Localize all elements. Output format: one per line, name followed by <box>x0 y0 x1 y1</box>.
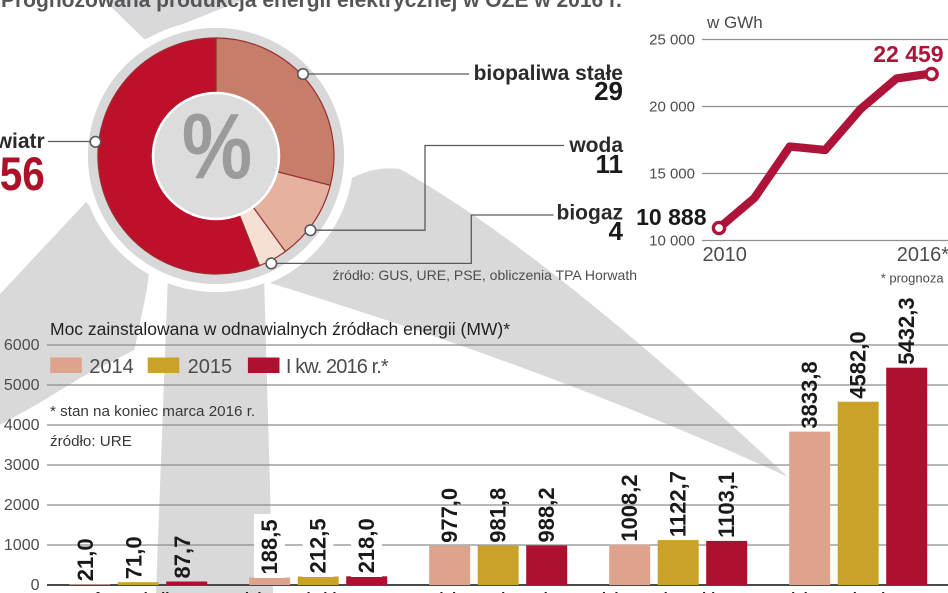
svg-text:biopaliwa stałe: biopaliwa stałe <box>474 62 623 85</box>
svg-text:15 000: 15 000 <box>649 166 695 183</box>
svg-text:I kw. 2016 r.*: I kw. 2016 r.* <box>286 356 389 378</box>
svg-text:25 000: 25 000 <box>649 32 695 49</box>
svg-text:1103,1: 1103,1 <box>714 472 739 538</box>
svg-text:5432,3: 5432,3 <box>894 297 919 364</box>
svg-text:woda: woda <box>568 134 623 157</box>
svg-text:* stan na koniec marca 2016 r.: * stan na koniec marca 2016 r. <box>50 403 255 420</box>
svg-text:11: 11 <box>596 149 624 179</box>
svg-text:4582,0: 4582,0 <box>846 331 871 398</box>
svg-text:w GWh: w GWh <box>706 13 763 32</box>
svg-text:21,0: 21,0 <box>73 538 98 581</box>
svg-text:biogaz: biogaz <box>557 202 624 225</box>
svg-text:5000: 5000 <box>4 377 40 394</box>
svg-text:elektrownie wodne: elektrownie wodne <box>431 590 565 593</box>
svg-text:Moc zainstalowana w odnawialny: Moc zainstalowana w odnawialnych źródłac… <box>50 319 510 339</box>
svg-text:elektrownie na biomasę: elektrownie na biomasę <box>594 590 763 593</box>
svg-text:87,7: 87,7 <box>170 536 195 579</box>
svg-text:1008,2: 1008,2 <box>617 474 642 541</box>
svg-text:Prognozowana produkcja energii: Prognozowana produkcja energii elektrycz… <box>1 0 622 12</box>
svg-text:22 459: 22 459 <box>873 41 943 67</box>
svg-text:977,0: 977,0 <box>437 488 462 543</box>
svg-text:3000: 3000 <box>4 457 40 474</box>
svg-text:4: 4 <box>609 216 624 246</box>
svg-text:2014: 2014 <box>89 356 134 378</box>
svg-text:fotowoltaika: fotowoltaika <box>94 590 182 593</box>
svg-text:2010: 2010 <box>702 244 747 266</box>
svg-text:71,0: 71,0 <box>122 536 147 579</box>
svg-text:10 000: 10 000 <box>649 233 695 250</box>
svg-text:212,5: 212,5 <box>306 518 331 573</box>
svg-text:20 000: 20 000 <box>649 99 695 116</box>
svg-text:2015: 2015 <box>188 356 233 378</box>
svg-text:elektrownie wiatrowe: elektrownie wiatrowe <box>783 590 934 593</box>
svg-text:29: 29 <box>594 76 623 106</box>
svg-text:1000: 1000 <box>4 537 40 554</box>
svg-text:%: % <box>182 96 252 199</box>
svg-text:56: 56 <box>0 148 45 201</box>
svg-text:988,2: 988,2 <box>534 487 559 542</box>
svg-text:elektrownie biogazowe: elektrownie biogazowe <box>237 590 400 593</box>
svg-text:1122,7: 1122,7 <box>666 471 691 537</box>
svg-text:* prognoza: * prognoza <box>881 271 945 286</box>
svg-text:źródło: URE: źródło: URE <box>50 433 132 450</box>
svg-text:2016*: 2016* <box>897 244 948 266</box>
svg-text:źródło: GUS, URE, PSE, oblicze: źródło: GUS, URE, PSE, obliczenia TPA Ho… <box>333 267 638 283</box>
svg-text:0: 0 <box>31 577 40 593</box>
svg-text:2000: 2000 <box>4 497 40 514</box>
svg-text:wiatr: wiatr <box>0 130 45 153</box>
svg-text:4000: 4000 <box>4 417 40 434</box>
svg-text:218,0: 218,0 <box>354 518 379 573</box>
svg-text:188,5: 188,5 <box>257 519 282 574</box>
svg-text:981,8: 981,8 <box>486 488 511 543</box>
svg-text:3833,8: 3833,8 <box>797 361 822 428</box>
svg-text:6000: 6000 <box>4 337 40 354</box>
svg-text:10 888: 10 888 <box>636 204 707 230</box>
